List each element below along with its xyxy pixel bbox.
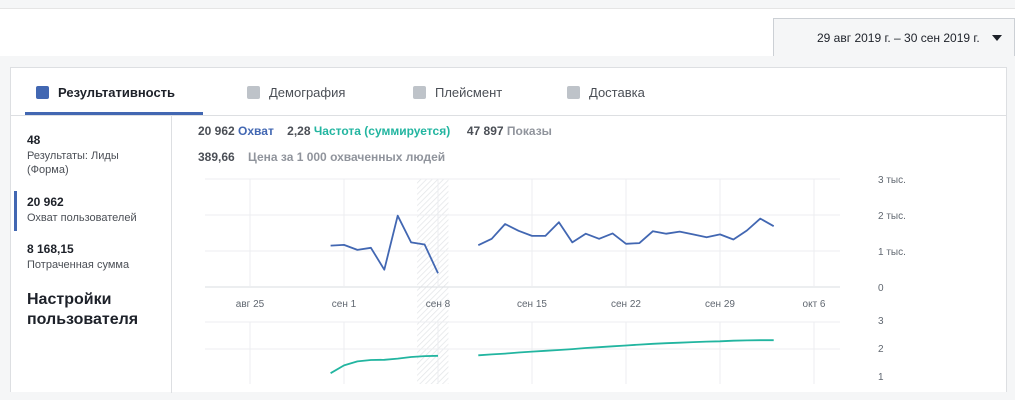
x-tick-label: сен 8 [426,299,451,310]
summary-line-2: 389,66 Цена за 1 000 охваченных людей [198,150,445,164]
tab-demography[interactable]: Демография [247,82,345,102]
tab-bar: Результативность Демография Плейсмент До… [11,68,1006,116]
x-tick-label: сен 29 [705,299,735,310]
x-tick-label: сен 22 [611,299,641,310]
no-data-shaded-region [417,179,449,384]
performance-panel: Результативность Демография Плейсмент До… [10,67,1007,393]
y-tick-label: 3 тыс. [878,175,906,186]
metric-reach-value: 20 962 [27,195,64,209]
tab-performance-label: Результативность [58,84,176,100]
reach-value: 20 962 [198,124,235,138]
tab-placement[interactable]: Плейсмент [413,82,502,102]
delivery-icon [567,85,580,99]
reach-series-line [477,217,775,247]
metric-spend-value: 8 168,15 [27,242,74,256]
x-tick-label: окт 6 [803,299,826,310]
y-tick-label: 3 [878,316,884,327]
user-settings-line2: пользователя [27,311,139,328]
metric-results-label-line1: Результаты: Лиды [27,150,119,162]
y-tick-label: 2 [878,344,884,355]
frequency-series-line [478,339,774,357]
metric-results[interactable]: 48 Результаты: Лиды (Форма) [27,133,119,177]
metric-reach[interactable]: 20 962 Охват пользователей [27,195,137,225]
user-settings-link[interactable]: Настройки пользователя [27,290,138,330]
user-settings-line1: Настройки [27,291,112,308]
caret-down-icon [991,34,1002,41]
y-tick-label: 1 [878,372,884,383]
bar-chart-icon [36,85,49,99]
cost-value: 389,66 [198,150,235,164]
metric-results-label-line2: (Форма) [27,164,69,176]
summary-line-1: 20 962 Охват 2,28 Частота (суммируется) … [198,124,552,138]
tab-performance[interactable]: Результативность [36,82,175,102]
metric-results-value: 48 [27,133,41,147]
impressions-label: Показы [506,124,552,138]
metrics-sidebar: 48 Результаты: Лиды (Форма) 20 962 Охват… [11,116,172,393]
date-range-button[interactable]: 29 авг 2019 г. – 30 сен 2019 г. [773,18,1015,56]
active-tab-indicator [25,112,203,115]
tab-placement-label: Плейсмент [435,84,503,100]
reach-series-line [330,214,439,274]
reach-label: Охват [238,124,274,138]
y-tick-label: 2 тыс. [878,211,906,222]
frequency-label: Частота (суммируется) [313,124,451,138]
metric-spend-label: Потраченная сумма [27,259,130,271]
metric-results-label: Результаты: Лиды (Форма) [27,149,119,177]
metric-spend[interactable]: 8 168,15 Потраченная сумма [27,242,129,272]
cost-label: Цена за 1 000 охваченных людей [248,150,446,164]
frequency-value: 2,28 [287,124,311,138]
tab-delivery[interactable]: Доставка [567,82,645,102]
impressions-value: 47 897 [466,124,504,138]
tab-demography-label: Демография [269,84,346,100]
frequency-series-line [330,354,439,374]
x-tick-label: сен 1 [332,299,357,310]
tab-delivery-label: Доставка [589,84,645,100]
selected-metric-indicator [14,191,17,231]
y-tick-label: 1 тыс. [878,247,906,258]
x-tick-label: сен 15 [517,299,547,310]
people-icon [247,85,260,99]
x-tick-label: авг 25 [236,299,265,310]
date-range-label: 29 авг 2019 г. – 30 сен 2019 г. [817,30,980,45]
placement-icon [413,85,426,99]
metric-reach-label: Охват пользователей [27,212,137,224]
y-tick-label: 0 [878,283,884,294]
